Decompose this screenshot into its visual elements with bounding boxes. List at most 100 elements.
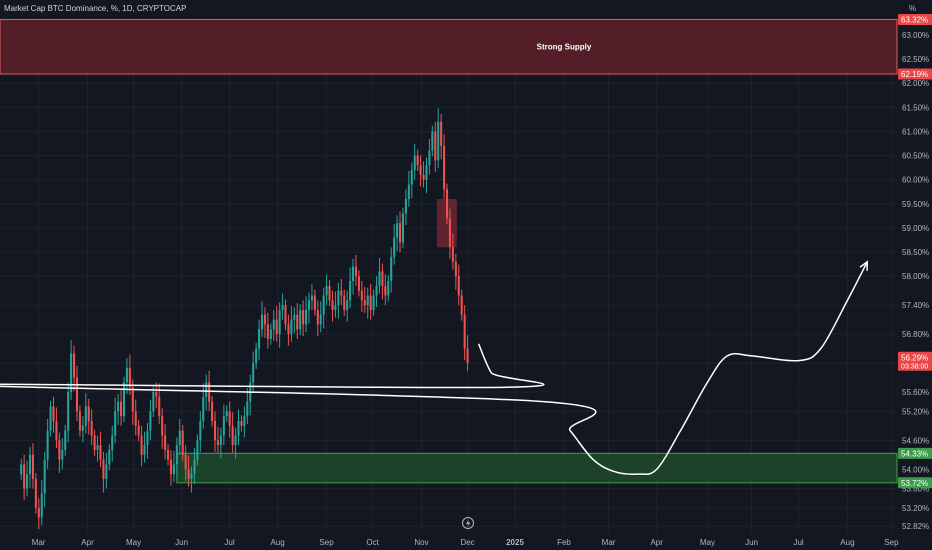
candle-body	[93, 435, 96, 450]
candle-body	[246, 401, 249, 417]
y-tick-label: 54.60%	[902, 436, 929, 445]
candle-body	[272, 319, 275, 330]
candle-body	[146, 430, 149, 446]
candle-body	[431, 131, 434, 151]
candle-body	[310, 295, 313, 301]
candle-body	[369, 295, 372, 310]
candle-body	[445, 189, 449, 219]
candle-body	[263, 314, 266, 325]
candle-body	[52, 406, 55, 421]
candle-body	[184, 454, 187, 470]
candle-body	[384, 285, 387, 296]
demand-top-price-label-bg	[898, 447, 932, 459]
demand-zone	[176, 452, 898, 484]
candle-body	[75, 377, 79, 412]
candle-body	[375, 285, 378, 296]
candle-body	[357, 276, 360, 291]
y-tick-label: 53.20%	[902, 504, 929, 513]
x-tick-label: Jul	[224, 538, 234, 547]
x-tick-label: May	[126, 538, 141, 547]
candle-body	[284, 305, 287, 325]
supply-top-price-label-bg	[898, 13, 932, 25]
y-tick-label: 55.20%	[902, 407, 929, 416]
candle-body	[37, 507, 40, 518]
projection-path	[0, 261, 868, 476]
candle-body	[287, 324, 290, 335]
x-tick-label: Aug	[840, 538, 854, 547]
candle-body	[440, 121, 443, 146]
candle-body	[363, 300, 366, 306]
candle-body	[175, 445, 178, 465]
candle-body	[237, 420, 240, 436]
candle-body	[199, 420, 202, 441]
candle-body	[143, 445, 146, 455]
candle-body	[99, 445, 102, 460]
x-tick-label: Jun	[175, 538, 188, 547]
candle-body	[137, 425, 140, 436]
candle-body	[172, 464, 175, 475]
candle-body	[340, 290, 343, 296]
candle-body	[67, 392, 70, 431]
candle-body	[460, 295, 463, 315]
candle-body	[448, 218, 451, 248]
candle-body	[193, 459, 196, 475]
candle-body	[149, 411, 152, 431]
candle-body	[410, 170, 413, 185]
candle-body	[399, 223, 402, 243]
candle-body	[243, 416, 246, 426]
candle-body	[334, 305, 337, 310]
candle-body	[219, 435, 222, 446]
candle-body	[152, 392, 155, 412]
candle-body	[190, 474, 193, 479]
candle-body	[114, 411, 117, 436]
candle-body	[313, 295, 316, 310]
candle-body	[40, 493, 43, 518]
candle-body	[346, 300, 349, 310]
candle-body	[443, 145, 446, 190]
candle-body	[290, 319, 293, 335]
candle-body	[155, 392, 158, 397]
x-tick-label: Jun	[745, 538, 758, 547]
candle-body	[466, 348, 469, 364]
candle-body	[105, 464, 108, 479]
candle-body	[322, 295, 325, 315]
x-tick-label: Apr	[650, 538, 663, 547]
candle-body	[266, 324, 269, 339]
y-tick-label: 62.50%	[902, 55, 929, 64]
candle-body	[396, 223, 399, 238]
candle-body	[349, 281, 352, 301]
candle-body	[307, 300, 311, 310]
candle-body	[78, 411, 81, 431]
candle-body	[216, 440, 219, 446]
candle-body	[187, 469, 190, 479]
candle-body	[416, 155, 419, 166]
candle-body	[196, 440, 199, 460]
candle-body	[366, 295, 369, 306]
candle-body	[260, 314, 264, 330]
candle-body	[413, 155, 416, 171]
candle-body	[428, 150, 431, 166]
candle-body	[125, 367, 128, 383]
candle-body	[463, 314, 466, 349]
demand-bottom-price-label: 53.72%	[901, 479, 928, 488]
candle-body	[352, 266, 355, 282]
candle-body	[316, 309, 319, 325]
candle-body	[167, 449, 170, 460]
candle-body	[422, 174, 425, 180]
x-tick-label: Mar	[32, 538, 46, 547]
candle-body	[140, 435, 143, 455]
candle-body	[269, 329, 272, 339]
x-tick-label: Sep	[319, 538, 334, 547]
candle-body	[96, 445, 99, 450]
candle-body	[328, 285, 331, 301]
y-tick-label: 60.50%	[902, 152, 929, 161]
x-tick-label: Dec	[460, 538, 474, 547]
lightning-icon-ring	[462, 517, 474, 529]
y-tick-label: 63.00%	[902, 31, 929, 40]
candle-body	[117, 401, 120, 412]
candle-body	[49, 406, 52, 431]
current-price-label: 56.29%	[901, 354, 928, 363]
y-tick-label: 59.50%	[902, 200, 929, 209]
y-tick-label: 56.80%	[902, 330, 929, 339]
